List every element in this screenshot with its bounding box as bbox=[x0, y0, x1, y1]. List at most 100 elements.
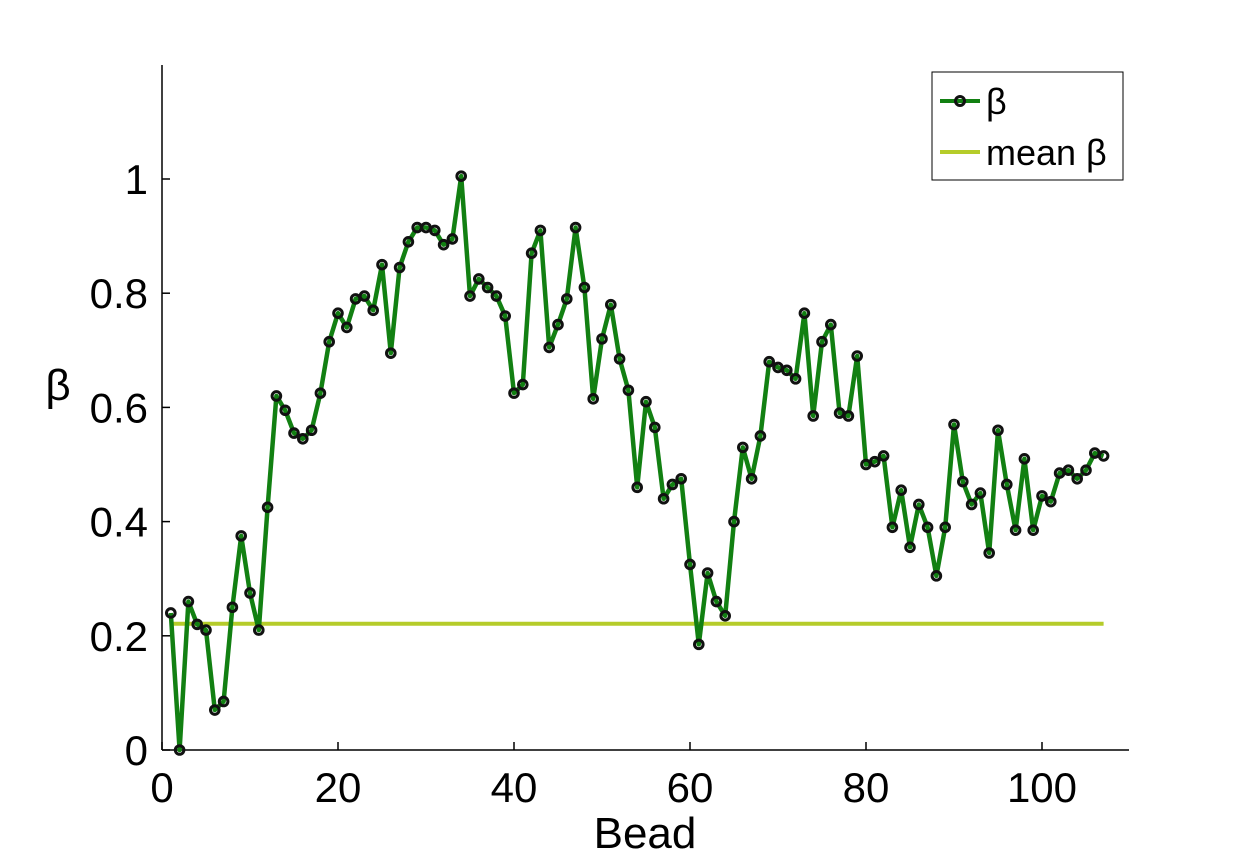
data-point bbox=[1009, 524, 1022, 536]
data-point bbox=[385, 347, 397, 359]
data-point bbox=[173, 744, 186, 756]
data-point bbox=[305, 424, 318, 437]
data-point bbox=[781, 364, 793, 377]
data-point bbox=[587, 393, 600, 405]
data-point bbox=[393, 261, 406, 274]
data-point bbox=[825, 318, 837, 331]
data-point bbox=[1045, 495, 1057, 508]
x-tick-label: 0 bbox=[150, 764, 173, 811]
data-point bbox=[710, 595, 723, 608]
y-tick-label: 0.4 bbox=[90, 499, 148, 546]
y-tick-label: 0.8 bbox=[90, 270, 148, 317]
data-point bbox=[921, 521, 934, 534]
data-point bbox=[1097, 450, 1110, 462]
x-ticks: 0 20 40 60 80 100 bbox=[150, 742, 1077, 811]
data-point bbox=[877, 450, 890, 462]
data-point bbox=[314, 387, 327, 399]
data-point bbox=[1018, 452, 1031, 465]
data-point bbox=[693, 638, 705, 651]
data-point bbox=[622, 384, 635, 397]
x-tick-label: 40 bbox=[491, 764, 538, 811]
data-point bbox=[209, 704, 221, 716]
data-point bbox=[464, 290, 476, 302]
data-point bbox=[728, 515, 740, 528]
y-tick-label: 1 bbox=[125, 156, 148, 203]
data-point bbox=[481, 281, 494, 294]
data-point bbox=[261, 501, 274, 514]
data-point bbox=[490, 290, 503, 302]
data-point bbox=[446, 233, 459, 245]
data-point bbox=[886, 521, 899, 534]
data-point bbox=[745, 472, 758, 485]
data-point bbox=[684, 558, 696, 571]
data-point bbox=[367, 304, 380, 317]
data-point bbox=[561, 293, 573, 305]
x-tick-label: 20 bbox=[315, 764, 362, 811]
data-point bbox=[288, 427, 300, 439]
data-point bbox=[534, 224, 547, 237]
x-tick-label: 60 bbox=[667, 764, 714, 811]
data-point bbox=[473, 273, 485, 285]
data-point bbox=[666, 478, 679, 491]
y-ticks: 0 0.2 0.4 0.6 0.8 1 bbox=[90, 156, 170, 774]
data-point bbox=[517, 378, 529, 391]
data-point bbox=[807, 410, 820, 422]
data-point bbox=[640, 395, 652, 408]
data-point bbox=[279, 404, 292, 417]
data-point bbox=[165, 607, 177, 619]
data-point bbox=[983, 547, 996, 559]
data-point bbox=[1062, 464, 1075, 477]
data-point bbox=[376, 258, 388, 271]
data-point bbox=[957, 475, 969, 488]
legend-label-mean-beta: mean β bbox=[986, 132, 1107, 173]
data-point bbox=[895, 484, 908, 496]
data-point bbox=[429, 224, 441, 237]
data-point bbox=[596, 333, 608, 345]
data-point bbox=[851, 350, 864, 362]
data-point bbox=[226, 601, 239, 614]
data-point bbox=[1080, 464, 1092, 477]
data-point bbox=[455, 170, 468, 182]
data-point bbox=[358, 290, 371, 302]
data-point bbox=[789, 373, 802, 385]
data-point bbox=[1071, 472, 1083, 485]
x-tick-label: 80 bbox=[843, 764, 890, 811]
data-point bbox=[499, 310, 512, 322]
data-point bbox=[235, 530, 247, 542]
data-point bbox=[631, 481, 644, 494]
series-line-beta bbox=[168, 173, 1105, 753]
data-point bbox=[948, 418, 960, 431]
data-point bbox=[578, 281, 591, 294]
data-point bbox=[974, 487, 987, 499]
data-point bbox=[904, 541, 916, 554]
series-layer bbox=[165, 170, 1110, 756]
data-point bbox=[437, 238, 450, 251]
y-axis-label: β bbox=[45, 361, 70, 410]
data-point bbox=[719, 610, 732, 622]
data-point bbox=[939, 521, 952, 534]
data-point bbox=[552, 318, 564, 331]
data-point bbox=[1001, 478, 1013, 491]
legend-box bbox=[931, 71, 1124, 181]
data-point bbox=[605, 298, 617, 311]
data-point bbox=[965, 498, 978, 511]
data-point bbox=[341, 321, 353, 334]
data-point bbox=[701, 567, 714, 579]
data-point bbox=[543, 341, 556, 354]
data-point bbox=[569, 221, 582, 234]
data-point bbox=[763, 355, 776, 368]
data-point bbox=[191, 618, 203, 631]
data-point bbox=[182, 595, 195, 608]
data-point bbox=[675, 472, 688, 485]
data-point bbox=[1036, 490, 1048, 502]
legend: β mean β bbox=[931, 71, 1124, 181]
data-point bbox=[737, 441, 749, 454]
data-point bbox=[508, 387, 520, 399]
data-point bbox=[842, 410, 855, 422]
legend-marker-beta bbox=[954, 95, 966, 107]
data-point bbox=[1027, 524, 1039, 536]
x-axis-label: Bead bbox=[594, 809, 697, 858]
data-point bbox=[402, 236, 415, 248]
data-point bbox=[200, 624, 212, 636]
y-tick-label: 0.6 bbox=[90, 384, 148, 431]
